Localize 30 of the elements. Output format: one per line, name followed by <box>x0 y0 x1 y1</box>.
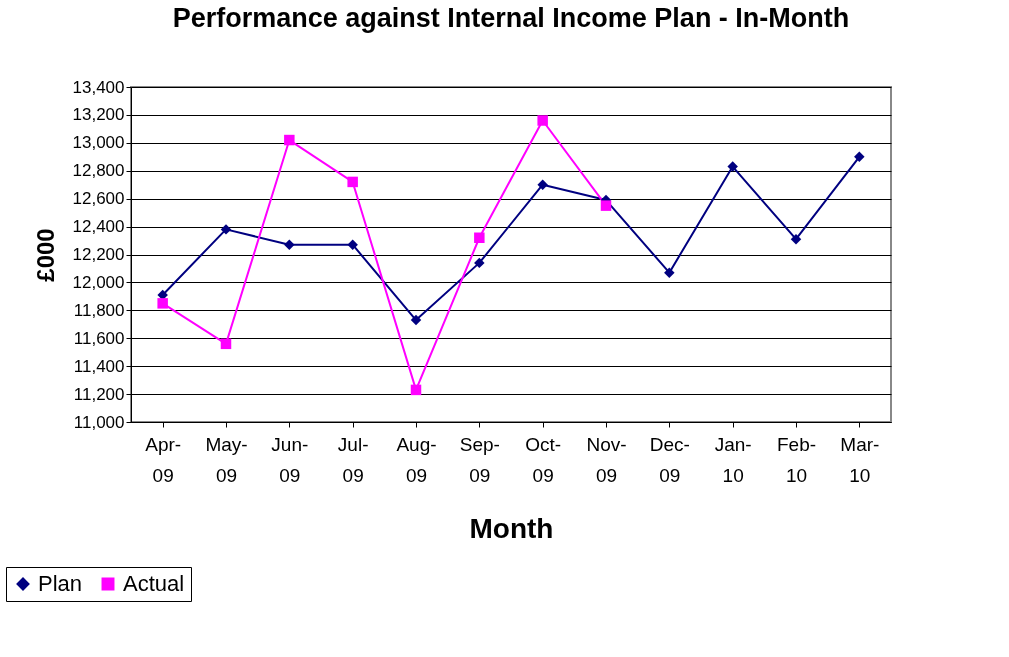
x-tick-label: Mar-10 <box>840 433 880 486</box>
legend-label: Actual <box>123 571 185 596</box>
x-tick-label: Feb-10 <box>776 433 817 486</box>
x-tick-label: Aug-09 <box>396 433 437 486</box>
y-tick-label: 12,800 <box>72 161 125 181</box>
y-tick-label: 11,000 <box>73 412 125 432</box>
x-tick-label: Apr-09 <box>145 433 182 486</box>
y-tick-label: 11,800 <box>73 300 125 320</box>
y-tick-label: 12,600 <box>72 189 125 209</box>
y-tick-label: 11,200 <box>73 384 125 404</box>
x-tick-label: Jan-10 <box>714 433 752 486</box>
chart-title: Performance against Internal Income Plan - In-Month <box>172 3 850 33</box>
x-tick-label: Dec-09 <box>649 433 690 486</box>
x-tick-label: Jul-09 <box>337 433 369 486</box>
legend-label: Plan <box>38 571 83 596</box>
x-tick-label: Sep-09 <box>459 433 500 486</box>
x-axis-title: Month <box>469 512 554 544</box>
y-tick-label: 13,200 <box>72 105 125 125</box>
x-tick-label: Nov-09 <box>586 433 627 486</box>
y-tick-label: 11,400 <box>73 356 125 376</box>
y-tick-label: 13,000 <box>72 133 125 153</box>
y-axis-title: £000 <box>31 228 59 282</box>
y-tick-label: 13,400 <box>72 77 125 97</box>
y-tick-label: 12,400 <box>72 217 125 237</box>
y-tick-label: 12,000 <box>72 272 125 292</box>
y-tick-label: 12,200 <box>72 245 125 264</box>
y-tick-label: 11,600 <box>73 328 125 348</box>
x-tick-label: May-09 <box>205 433 248 486</box>
x-tick-label: Jun-09 <box>271 433 309 486</box>
x-tick-label: Oct-09 <box>525 433 562 486</box>
